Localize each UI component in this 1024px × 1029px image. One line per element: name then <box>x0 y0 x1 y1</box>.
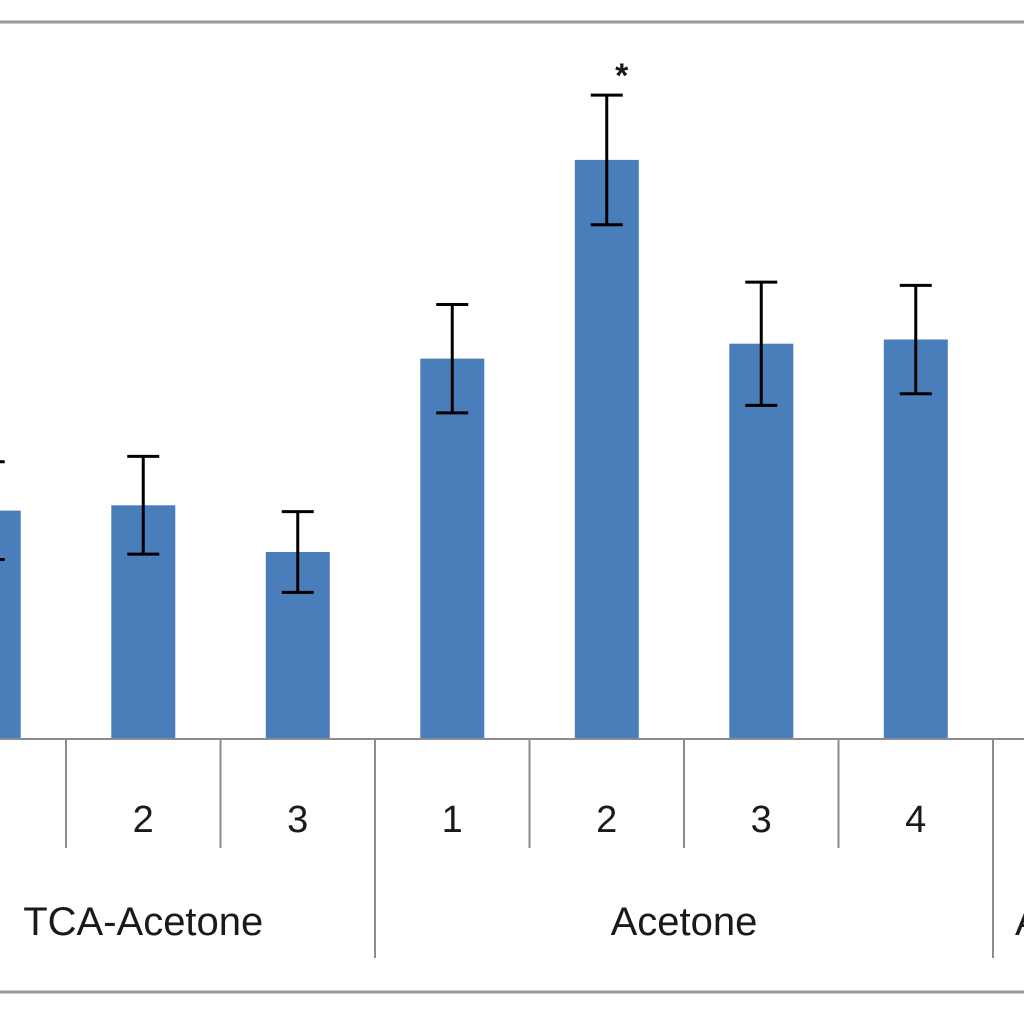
category-dividers <box>65 739 840 848</box>
tick-label: 3 <box>751 799 772 841</box>
group-labels: TCA-Acetone Acetone A <box>23 900 1024 944</box>
tick-label: 2 <box>133 799 154 841</box>
error-bar <box>745 280 778 407</box>
error-bar <box>436 302 469 415</box>
error-bar <box>281 510 314 594</box>
bars-layer <box>0 159 948 740</box>
tick-labels: 1231234 <box>133 799 927 841</box>
error-bars-layer <box>0 93 932 594</box>
bar <box>420 358 485 739</box>
group-label: A <box>1015 900 1024 944</box>
group-label: TCA-Acetone <box>23 900 263 944</box>
error-bar <box>590 93 623 227</box>
bar <box>0 510 21 739</box>
annotations-layer: * <box>615 57 629 95</box>
significance-marker: * <box>615 57 629 95</box>
bar <box>574 159 639 739</box>
error-bar <box>127 454 160 556</box>
tick-label: 4 <box>905 799 926 841</box>
bar <box>883 339 948 739</box>
tick-label: 3 <box>287 799 308 841</box>
bar <box>729 343 794 739</box>
group-dividers <box>374 739 994 958</box>
tick-label: 2 <box>596 799 617 841</box>
tick-label: 1 <box>442 799 463 841</box>
group-label: Acetone <box>611 900 758 944</box>
error-bar <box>899 283 932 396</box>
